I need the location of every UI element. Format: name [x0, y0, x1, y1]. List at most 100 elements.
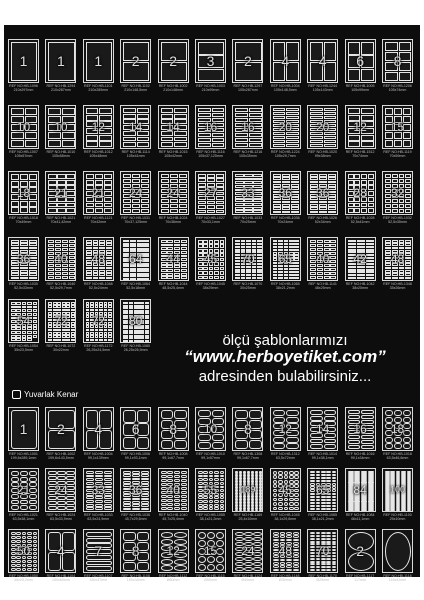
- round-template-8[interactable]: 8: [120, 529, 152, 573]
- round-template-70[interactable]: 70: [307, 529, 339, 573]
- round-template-55[interactable]: 55: [195, 468, 226, 512]
- square-template-20[interactable]: 20: [307, 105, 339, 149]
- square-template-16[interactable]: 16: [232, 105, 264, 149]
- square-template-2[interactable]: 2: [232, 39, 264, 83]
- square-template-27[interactable]: 27: [195, 171, 226, 215]
- square-template-72[interactable]: 72: [45, 299, 77, 343]
- label-cell: [61, 302, 66, 305]
- round-template-84[interactable]: 84: [344, 468, 376, 512]
- round-template-12[interactable]: 12: [269, 407, 301, 451]
- round-template-cd[interactable]: [382, 529, 413, 573]
- square-template-21[interactable]: 21: [45, 171, 77, 215]
- round-template-100[interactable]: 100: [382, 468, 413, 512]
- square-template-36[interactable]: 36: [307, 171, 339, 215]
- square-template-2[interactable]: 2: [120, 39, 152, 83]
- square-template-21[interactable]: 21: [82, 171, 114, 215]
- label-cell: [133, 307, 139, 309]
- square-template-48[interactable]: 48: [382, 237, 413, 281]
- square-template-2[interactable]: 2: [157, 39, 189, 83]
- label-cell: [48, 332, 53, 335]
- round-template-10[interactable]: 10: [195, 407, 226, 451]
- round-template-40[interactable]: 40: [157, 468, 189, 512]
- round-template-18[interactable]: 18: [382, 407, 413, 451]
- round-template-45[interactable]: 45: [269, 468, 301, 512]
- round-template-50[interactable]: 50: [8, 529, 39, 573]
- round-template-8[interactable]: 8: [157, 407, 189, 451]
- label-cell: [216, 556, 225, 564]
- square-template-70[interactable]: 70: [232, 237, 264, 281]
- round-template-15[interactable]: 15: [195, 529, 226, 573]
- square-template-72[interactable]: 72: [82, 299, 114, 343]
- square-template-10[interactable]: 10: [45, 105, 77, 149]
- round-template-36[interactable]: 36: [120, 468, 152, 512]
- square-template-16[interactable]: 16: [195, 105, 226, 149]
- square-template-80[interactable]: 80: [120, 299, 152, 343]
- square-template-42[interactable]: 42: [344, 237, 376, 281]
- square-template-36[interactable]: 36: [269, 171, 301, 215]
- label-cell: [328, 174, 337, 177]
- label-cell: [272, 240, 278, 243]
- round-template-12[interactable]: 12: [157, 529, 189, 573]
- square-template-14[interactable]: 14: [120, 105, 152, 149]
- square-template-6[interactable]: 6: [344, 39, 376, 83]
- square-template-40[interactable]: 40: [307, 237, 339, 281]
- round-template-24[interactable]: 24: [232, 529, 264, 573]
- square-template-36[interactable]: 36: [8, 237, 39, 281]
- square-template-65[interactable]: 65: [269, 237, 301, 281]
- round-template-2[interactable]: 2: [344, 529, 376, 573]
- square-template-18[interactable]: 18: [8, 171, 39, 215]
- square-template-4[interactable]: 4: [307, 39, 339, 83]
- round-template-16[interactable]: 16: [344, 407, 376, 451]
- round-template-189[interactable]: 189: [232, 468, 264, 512]
- round-template-21[interactable]: 21: [8, 468, 39, 512]
- square-template-12[interactable]: 12: [344, 105, 376, 149]
- round-template-65[interactable]: 65: [307, 468, 339, 512]
- square-template-24[interactable]: 24: [157, 171, 189, 215]
- round-template-48[interactable]: 48: [269, 529, 301, 573]
- label-cell: [133, 312, 139, 314]
- square-template-12[interactable]: 12: [82, 105, 114, 149]
- round-template-14[interactable]: 14: [307, 407, 339, 451]
- square-template-1[interactable]: 1: [82, 39, 114, 83]
- square-template-45[interactable]: 45: [195, 237, 226, 281]
- label-cell: [246, 245, 251, 248]
- square-template-1[interactable]: 1: [8, 39, 39, 83]
- label-cell: [169, 174, 178, 179]
- label-cell: [27, 312, 32, 316]
- round-template-4[interactable]: 4: [82, 407, 114, 451]
- round-template-7[interactable]: 7: [82, 529, 114, 573]
- square-template-40[interactable]: 40: [45, 237, 77, 281]
- square-template-64[interactable]: 64: [120, 237, 152, 281]
- square-template-4[interactable]: 4: [269, 39, 301, 83]
- label-cell: [57, 328, 62, 332]
- round-template-24[interactable]: 24: [45, 468, 77, 512]
- square-template-1[interactable]: 1: [45, 39, 77, 83]
- round-template-1[interactable]: 1: [8, 407, 39, 451]
- square-template-14[interactable]: 14: [157, 105, 189, 149]
- label-cell: [331, 557, 337, 560]
- promo-website-url[interactable]: “www.herboyetiket.com”: [184, 347, 386, 366]
- label-cell: [253, 192, 262, 195]
- square-template-44[interactable]: 44: [157, 237, 189, 281]
- round-template-8[interactable]: 8: [232, 407, 264, 451]
- round-template-6[interactable]: 6: [120, 407, 152, 451]
- square-template-3[interactable]: 3: [195, 39, 226, 83]
- label-cell: [32, 316, 38, 320]
- round-template-2[interactable]: 2: [45, 407, 77, 451]
- square-template-24[interactable]: 24: [120, 171, 152, 215]
- square-template-54[interactable]: 54: [8, 299, 39, 343]
- label-cell: [354, 191, 361, 197]
- label-cell: [328, 187, 337, 190]
- square-template-33[interactable]: 33: [232, 171, 264, 215]
- label-cell: [139, 337, 144, 339]
- square-template-8[interactable]: 8: [382, 39, 413, 83]
- label-cell: [326, 563, 331, 566]
- square-template-28[interactable]: 28: [344, 171, 376, 215]
- square-template-32[interactable]: 32: [382, 171, 413, 215]
- square-template-15[interactable]: 15: [382, 105, 413, 149]
- square-template-48[interactable]: 48: [82, 237, 114, 281]
- square-template-10[interactable]: 10: [8, 105, 39, 149]
- round-template-33[interactable]: 33: [82, 468, 114, 512]
- round-template-4[interactable]: 4: [45, 529, 77, 573]
- square-template-20[interactable]: 20: [269, 105, 301, 149]
